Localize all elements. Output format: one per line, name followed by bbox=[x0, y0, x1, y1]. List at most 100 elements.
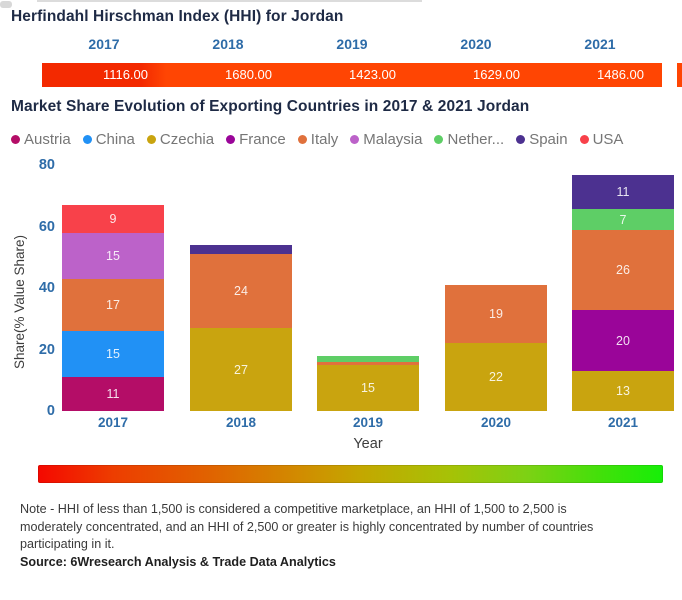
segment-value-label: 15 bbox=[106, 347, 120, 361]
segment-value-label: 11 bbox=[616, 185, 630, 199]
legend-label: Austria bbox=[24, 131, 71, 148]
legend-label: Czechia bbox=[159, 131, 215, 148]
legend-dot-icon bbox=[579, 135, 589, 144]
legend-dot-icon bbox=[11, 135, 20, 144]
segment-value-label: 17 bbox=[106, 298, 120, 312]
segment-italy-2020[interactable]: 19 bbox=[445, 285, 547, 343]
legend-label: Malaysia bbox=[363, 131, 423, 148]
footer: Note - HHI of less than 1,500 is conside… bbox=[20, 501, 632, 571]
segment-czechia-2021[interactable]: 13 bbox=[572, 371, 674, 411]
bar-2021[interactable]: 13 20 26 7 11 bbox=[572, 175, 674, 411]
legend-item-italy[interactable]: Italy bbox=[297, 131, 339, 148]
legend-label: USA bbox=[592, 131, 624, 148]
y-axis-title: Share(% Value Share) bbox=[12, 234, 27, 370]
segment-spain-2018[interactable] bbox=[190, 245, 292, 254]
segment-italy-2018[interactable]: 24 bbox=[190, 254, 292, 328]
x-axis-tick: 2017 bbox=[97, 415, 129, 430]
segment-italy-2017[interactable]: 17 bbox=[62, 279, 164, 331]
segment-spain-2021[interactable]: 11 bbox=[572, 175, 674, 209]
segment-malaysia-2017[interactable]: 15 bbox=[62, 233, 164, 279]
hhi-value-bar-fragment bbox=[677, 63, 682, 87]
top-edge-artifact-line bbox=[37, 0, 422, 2]
segment-netherlands-2019[interactable] bbox=[317, 356, 419, 362]
legend-item-malaysia[interactable]: Malaysia bbox=[350, 131, 422, 148]
bar-2018[interactable]: 27 24 bbox=[190, 245, 292, 411]
legend-item-france[interactable]: France bbox=[226, 131, 286, 148]
source-text: Source: 6Wresearch Analysis & Trade Data… bbox=[20, 554, 336, 569]
legend-label: Italy bbox=[310, 131, 339, 148]
x-axis-title: Year bbox=[353, 436, 383, 452]
top-edge-artifact-tab bbox=[0, 1, 12, 8]
segment-netherlands-2021[interactable]: 7 bbox=[572, 209, 674, 230]
y-axis-tick: 20 bbox=[38, 342, 55, 358]
legend-label: Nether... bbox=[447, 131, 505, 148]
bar-2017[interactable]: 11 15 17 15 9 bbox=[62, 205, 164, 411]
segment-austria-2017[interactable]: 11 bbox=[62, 377, 164, 411]
segment-czechia-2020[interactable]: 22 bbox=[445, 343, 547, 411]
hhi-year-label: 2020 bbox=[460, 36, 492, 52]
segment-value-label: 22 bbox=[489, 370, 503, 384]
segment-value-label: 20 bbox=[616, 333, 630, 348]
legend-dot-icon bbox=[350, 135, 360, 144]
legend-item-usa[interactable]: USA bbox=[579, 131, 624, 148]
legend-item-china[interactable]: China bbox=[82, 131, 135, 148]
segment-value-label: 13 bbox=[616, 384, 630, 398]
hhi-value-cell: 1680.00 bbox=[225, 67, 272, 82]
legend-item-nether[interactable]: Nether... bbox=[434, 131, 504, 148]
hhi-value-bar: 1116.00 1680.00 1423.00 1629.00 1486.00 bbox=[42, 63, 662, 87]
segment-value-label: 15 bbox=[361, 381, 375, 395]
segment-value-label: 11 bbox=[106, 387, 120, 401]
legend-dot-icon bbox=[516, 135, 526, 144]
segment-value-label: 27 bbox=[234, 362, 248, 377]
legend-item-czechia[interactable]: Czechia bbox=[146, 131, 215, 148]
hhi-year-label: 2019 bbox=[336, 36, 368, 52]
x-axis-tick: 2019 bbox=[352, 415, 384, 430]
legend-dot-icon bbox=[297, 135, 307, 144]
segment-value-label: 7 bbox=[619, 212, 627, 227]
bar-2019[interactable]: 15 bbox=[317, 356, 419, 411]
legend-dot-icon bbox=[226, 135, 236, 144]
legend-item-austria[interactable]: Austria bbox=[11, 131, 71, 148]
segment-czechia-2019[interactable]: 15 bbox=[317, 365, 419, 411]
segment-italy-2019[interactable] bbox=[317, 362, 419, 365]
segment-czechia-2018[interactable]: 27 bbox=[190, 328, 292, 411]
hhi-value-cell: 1629.00 bbox=[473, 67, 520, 82]
segment-value-label: 9 bbox=[109, 212, 117, 226]
segment-value-label: 26 bbox=[616, 263, 630, 277]
x-axis-tick: 2021 bbox=[607, 415, 639, 430]
y-axis-tick: 60 bbox=[38, 219, 55, 235]
y-axis-tick: 40 bbox=[38, 280, 55, 296]
legend-label: France bbox=[239, 131, 286, 148]
segment-italy-2021[interactable]: 26 bbox=[572, 230, 674, 310]
segment-value-label: 24 bbox=[234, 284, 248, 298]
x-axis-tick: 2020 bbox=[480, 415, 512, 430]
segment-value-label: 19 bbox=[489, 307, 503, 321]
legend-dot-icon bbox=[434, 135, 444, 144]
hhi-year-label: 2017 bbox=[88, 36, 120, 52]
hhi-value-cell: 1423.00 bbox=[349, 67, 396, 82]
y-axis-tick: 0 bbox=[46, 403, 55, 419]
legend-label: China bbox=[95, 131, 135, 148]
market-share-chart-title: Market Share Evolution of Exporting Coun… bbox=[11, 98, 530, 115]
segment-china-2017[interactable]: 15 bbox=[62, 331, 164, 377]
legend-label: Spain bbox=[529, 131, 568, 148]
hhi-chart-title: Herfindahl Hirschman Index (HHI) for Jor… bbox=[11, 8, 344, 25]
hhi-year-label: 2021 bbox=[584, 36, 616, 52]
legend-dot-icon bbox=[146, 135, 156, 144]
note-text: Note - HHI of less than 1,500 is conside… bbox=[20, 502, 594, 552]
hhi-value-cell: 1116.00 bbox=[102, 67, 148, 82]
bar-2020[interactable]: 22 19 bbox=[445, 285, 547, 411]
hhi-year-header-row: 2017 2018 2019 2020 2021 bbox=[42, 36, 662, 52]
x-axis-tick: 2018 bbox=[225, 415, 257, 430]
y-axis-tick: 80 bbox=[38, 157, 55, 173]
hhi-year-label: 2018 bbox=[212, 36, 244, 52]
legend-dot-icon bbox=[82, 135, 92, 144]
hhi-gradient-scale-bar bbox=[38, 465, 663, 483]
segment-france-2021[interactable]: 20 bbox=[572, 310, 674, 371]
legend-item-spain[interactable]: Spain bbox=[516, 131, 568, 148]
segment-value-label: 15 bbox=[106, 249, 120, 263]
hhi-value-cell: 1486.00 bbox=[597, 67, 644, 82]
segment-usa-2017[interactable]: 9 bbox=[62, 205, 164, 233]
chart-legend: Austria China Czechia France Italy Malaysia Ne… bbox=[11, 131, 623, 148]
